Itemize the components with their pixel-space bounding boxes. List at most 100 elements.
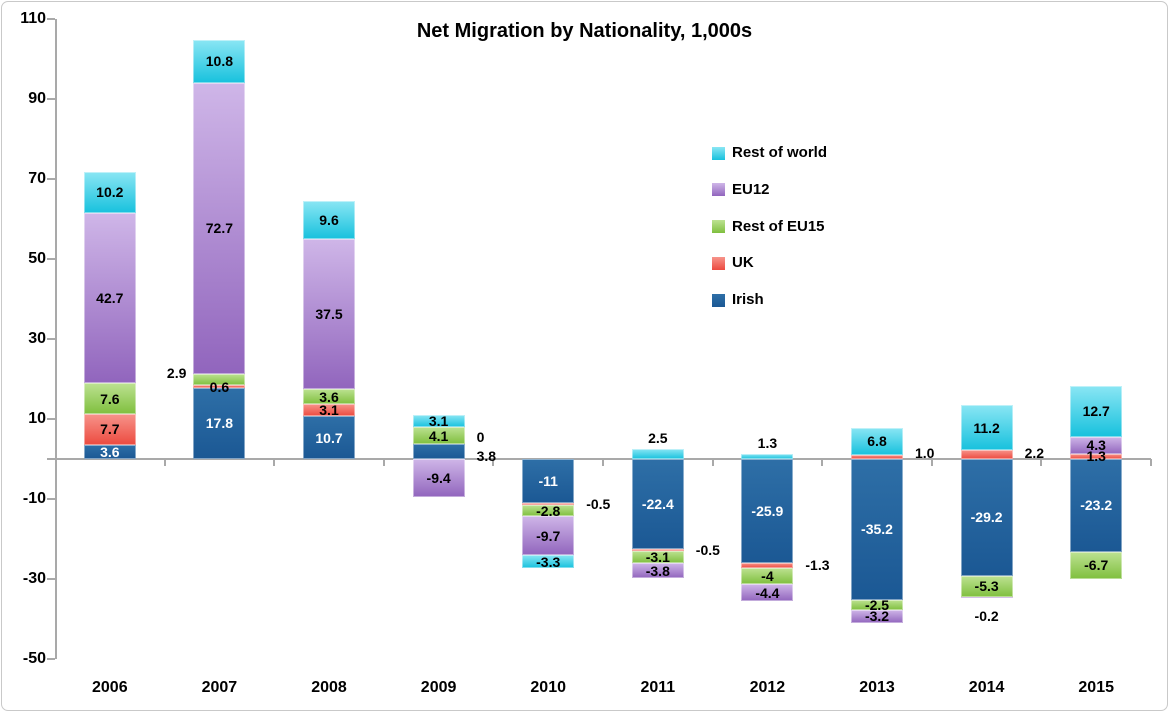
- y-axis-label: 30: [28, 330, 46, 347]
- bar-segment-irish: [303, 416, 355, 459]
- data-label: -35.2: [861, 521, 893, 538]
- data-label: 11.2: [973, 419, 1000, 436]
- y-axis-tick: [47, 98, 55, 100]
- data-label: 10.2: [96, 184, 124, 201]
- chart-title: Net Migration by Nationality, 1,000s: [416, 20, 753, 42]
- data-label: 4.1: [428, 427, 449, 444]
- y-axis-label: 50: [28, 250, 46, 267]
- bar-segment-irish: [522, 459, 575, 503]
- data-label: 3.1: [428, 413, 449, 430]
- zero-axis-line: [47, 458, 1151, 460]
- bar-segment-eu12: [193, 83, 246, 374]
- x-axis-tick: [1150, 459, 1152, 466]
- legend-swatch-icon: [712, 256, 725, 270]
- data-label: 6.8: [867, 433, 887, 450]
- data-label: 2.2: [1024, 444, 1045, 461]
- bar-segment-rest-of-world: [412, 415, 465, 428]
- data-label: -3.1: [645, 548, 670, 565]
- data-label: -3.2: [864, 608, 890, 625]
- data-label: -3.3: [536, 553, 561, 570]
- data-label: 3.6: [100, 443, 120, 460]
- data-label: 1.3: [757, 434, 778, 451]
- x-axis-label: 2013: [859, 679, 895, 696]
- bar-segment-uk: [193, 385, 246, 388]
- data-label: -4.4: [755, 584, 780, 601]
- x-axis-tick: [163, 459, 166, 466]
- bar-segment-rest-of-world: [1070, 385, 1123, 437]
- bar-segment-rest-of-world: [960, 405, 1013, 451]
- data-label: 3.1: [319, 402, 339, 418]
- y-axis-label: -50: [22, 650, 46, 667]
- legend-swatch-icon: [712, 146, 725, 160]
- y-axis-tick: [47, 258, 55, 260]
- data-label: 7.7: [100, 421, 120, 438]
- bar-segment-irish: [1070, 459, 1123, 552]
- y-axis-label: 110: [20, 10, 46, 27]
- data-label: -23.2: [1080, 497, 1113, 514]
- x-axis-label: 2006: [92, 679, 128, 696]
- y-axis-label: 70: [28, 170, 46, 187]
- y-axis-line: [55, 19, 57, 659]
- y-axis-tick: [47, 178, 55, 180]
- bar-segment-irish: [741, 459, 794, 563]
- data-label: -25.9: [751, 502, 784, 519]
- data-label: -5.3: [974, 578, 999, 595]
- data-label: 1.0: [915, 445, 935, 461]
- bar-segment-rest-of-eu15: [193, 373, 246, 386]
- data-label: -29.2: [970, 509, 1003, 526]
- x-axis-label: 2009: [420, 679, 457, 696]
- bar-segment-uk: [1070, 453, 1123, 459]
- bar-segment-rest-of-eu15: [631, 550, 684, 563]
- y-axis-tick: [47, 418, 55, 420]
- legend-item-rest-of-world: Rest of world: [712, 145, 827, 161]
- data-label: 4.3: [1086, 437, 1106, 454]
- data-label: 72.7: [205, 220, 234, 237]
- legend-item-irish: Irish: [712, 292, 764, 308]
- y-axis-tick: [47, 578, 55, 580]
- y-axis-label: 90: [28, 90, 46, 107]
- bar-segment-eu12: [303, 239, 355, 390]
- data-label: -2.5: [864, 596, 890, 613]
- x-axis-tick: [382, 459, 385, 466]
- data-label: -11: [538, 473, 558, 489]
- x-axis-tick: [1040, 459, 1043, 466]
- bar-segment-irish: [83, 444, 136, 459]
- data-label: -4: [761, 567, 774, 584]
- bar-segment-rest-of-world: [741, 453, 794, 459]
- data-label: 0: [476, 428, 485, 445]
- legend-swatch-icon: [712, 183, 725, 197]
- bar-segment-irish: [960, 459, 1013, 576]
- bar-segment-uk: [851, 455, 903, 459]
- x-axis-label: 2007: [201, 679, 238, 696]
- data-label: -0.5: [695, 541, 720, 558]
- bar-segment-rest-of-eu15: [522, 505, 575, 517]
- bar-segment-rest-of-eu15: [303, 389, 355, 404]
- x-axis-tick: [602, 459, 604, 466]
- data-label: -3.8: [645, 562, 670, 579]
- x-axis-tick: [492, 459, 495, 466]
- x-axis-label: 2008: [311, 679, 347, 696]
- bar-segment-irish: [851, 459, 903, 600]
- bar-segment-uk: [631, 548, 684, 551]
- data-label: 37.5: [315, 306, 343, 323]
- x-axis-label: 2014: [968, 679, 1005, 696]
- data-label: -0.2: [974, 607, 999, 624]
- bar-segment-eu12: [741, 583, 794, 602]
- y-axis-tick: [47, 18, 55, 20]
- data-label: -1.3: [805, 557, 830, 574]
- legend-label: UK: [732, 254, 754, 272]
- legend-label: EU12: [732, 180, 770, 198]
- bar-segment-eu12: [412, 459, 465, 497]
- data-label: 42.7: [96, 290, 124, 306]
- legend-item-eu12: EU12: [712, 180, 770, 198]
- legend-item-rest-of-eu15: Rest of EU15: [712, 218, 825, 235]
- bar-segment-rest-of-world: [83, 171, 136, 213]
- bar-segment-rest-of-world: [851, 427, 903, 455]
- bar-segment-rest-of-eu15: [412, 427, 465, 444]
- data-label: -0.5: [586, 496, 611, 512]
- x-axis-tick: [273, 459, 276, 466]
- x-axis-label: 2012: [749, 679, 786, 696]
- bar-segment-rest-of-world: [193, 39, 246, 83]
